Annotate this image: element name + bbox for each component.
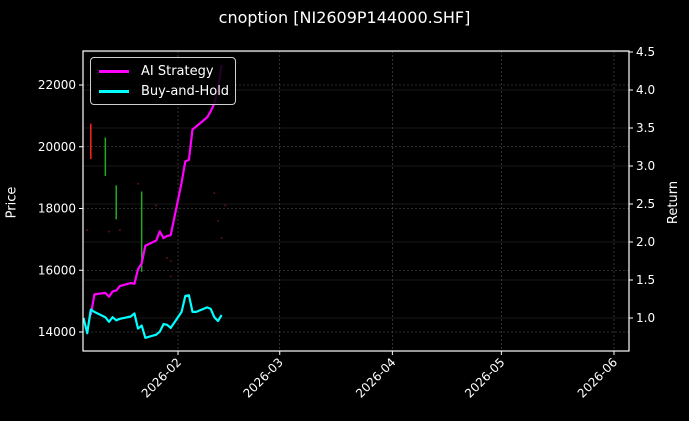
legend-swatch-cyan-icon (99, 89, 129, 93)
svg-text:14000: 14000 (38, 325, 76, 339)
svg-text:2026-03: 2026-03 (241, 355, 286, 400)
return-lines (82, 64, 223, 339)
svg-text:22000: 22000 (38, 78, 76, 92)
svg-text:16000: 16000 (38, 263, 76, 277)
svg-text:2026-04: 2026-04 (353, 355, 398, 400)
price-points (86, 182, 227, 278)
legend-item-buy-and-hold: Buy-and-Hold (99, 82, 229, 100)
candlesticks (90, 123, 143, 272)
svg-text:20000: 20000 (38, 140, 76, 154)
chart-title: cnoption [NI2609P144000.SHF] (218, 8, 471, 27)
svg-text:1.5: 1.5 (636, 273, 655, 287)
svg-text:2026-02: 2026-02 (139, 355, 184, 400)
svg-text:2.0: 2.0 (636, 235, 655, 249)
svg-text:18000: 18000 (38, 202, 76, 216)
svg-text:2026-05: 2026-05 (462, 355, 507, 400)
y-axis-label-left: Price (4, 186, 20, 219)
svg-text:1.0: 1.0 (636, 311, 655, 325)
svg-text:2026-06: 2026-06 (575, 355, 620, 400)
legend-label: Buy-and-Hold (141, 83, 230, 99)
svg-text:3.5: 3.5 (636, 121, 655, 135)
plot-frame (82, 50, 630, 352)
legend-swatch-magenta-icon (99, 69, 129, 73)
svg-text:4.5: 4.5 (636, 45, 655, 59)
y-axis-label-right: Return (666, 180, 682, 225)
legend-item-ai-strategy: AI Strategy (99, 62, 214, 80)
legend: AI Strategy Buy-and-Hold (90, 57, 236, 105)
svg-text:2.5: 2.5 (636, 197, 655, 211)
grid-lines (83, 51, 629, 351)
svg-text:4.0: 4.0 (636, 83, 655, 97)
svg-text:3.0: 3.0 (636, 159, 655, 173)
legend-label: AI Strategy (141, 63, 214, 79)
